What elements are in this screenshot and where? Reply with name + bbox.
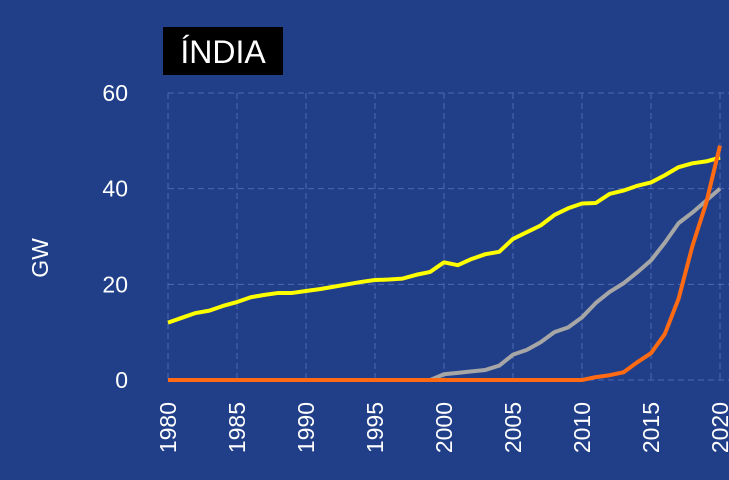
data-line	[168, 145, 722, 382]
y-tick-label: 20	[102, 271, 128, 297]
x-tick-label: 1990	[293, 402, 319, 453]
x-tick-label: 2010	[569, 402, 595, 453]
title-box	[163, 27, 283, 75]
x-tick-label: 2005	[500, 402, 526, 453]
y-tick-label: 60	[102, 80, 128, 106]
x-tick-label: 1985	[224, 402, 250, 453]
y-axis-label: GW	[27, 238, 53, 278]
x-tick-label: 1980	[155, 402, 181, 453]
x-tick-label: 2000	[431, 402, 457, 453]
y-tick-label: 0	[115, 367, 128, 393]
data-line	[167, 155, 721, 325]
x-tick-label: 2015	[638, 402, 664, 453]
y-tick-label: 40	[102, 176, 128, 202]
chart-title: ÍNDIA	[180, 34, 266, 70]
x-tick-label: 2020	[707, 402, 729, 453]
x-tick-label: 1995	[362, 402, 388, 453]
